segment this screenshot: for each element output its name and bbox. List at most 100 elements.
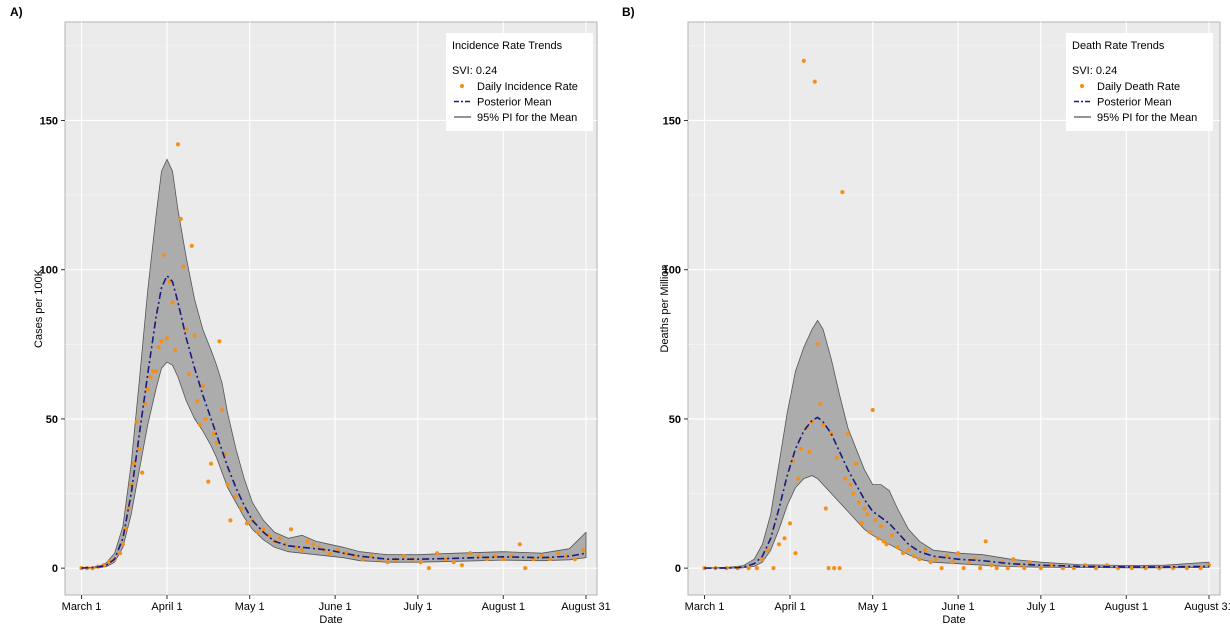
posterior-mean-line bbox=[81, 274, 587, 569]
y-axis-title: Deaths per Million bbox=[659, 264, 671, 352]
data-point bbox=[895, 545, 900, 550]
data-point bbox=[134, 419, 139, 424]
data-point bbox=[812, 79, 817, 84]
data-point bbox=[989, 563, 994, 568]
y-tick-label: 50 bbox=[669, 414, 681, 426]
data-point bbox=[862, 506, 867, 511]
data-point bbox=[435, 551, 440, 556]
data-point bbox=[865, 512, 870, 517]
y-axis-title: Cases per 100K bbox=[33, 268, 45, 348]
data-point bbox=[517, 542, 522, 547]
legend-entry-label: Posterior Mean bbox=[1097, 97, 1172, 109]
y-tick-label: 0 bbox=[52, 563, 58, 575]
y-tick-label: 150 bbox=[663, 115, 681, 127]
data-point bbox=[1005, 566, 1010, 571]
x-tick-label: August 31 bbox=[1184, 601, 1230, 613]
posterior-mean-line bbox=[704, 416, 1210, 569]
data-point bbox=[459, 563, 464, 568]
data-point bbox=[782, 536, 787, 541]
data-point bbox=[1011, 557, 1016, 562]
data-point bbox=[923, 548, 928, 553]
data-point bbox=[294, 545, 299, 550]
data-point bbox=[173, 348, 178, 353]
data-point bbox=[266, 533, 272, 538]
data-point bbox=[225, 482, 230, 487]
data-point bbox=[385, 560, 390, 565]
data-point bbox=[548, 557, 553, 562]
data-point bbox=[126, 506, 131, 511]
data-point bbox=[233, 494, 238, 499]
data-point bbox=[911, 554, 917, 559]
data-point bbox=[214, 440, 219, 445]
x-tick-label: May 1 bbox=[858, 601, 888, 613]
data-point bbox=[859, 521, 864, 526]
data-point bbox=[928, 560, 933, 565]
data-point bbox=[311, 542, 316, 547]
data-point bbox=[870, 407, 875, 413]
data-point bbox=[178, 216, 183, 222]
data-point bbox=[581, 548, 586, 553]
data-point bbox=[189, 243, 194, 248]
data-point bbox=[170, 300, 175, 305]
x-tick-label: August 1 bbox=[1105, 601, 1148, 613]
data-point bbox=[120, 542, 125, 547]
data-point bbox=[760, 557, 765, 562]
data-point bbox=[145, 387, 150, 392]
pi-band bbox=[81, 158, 587, 569]
x-tick-label: May 1 bbox=[235, 601, 265, 613]
data-point bbox=[967, 560, 972, 565]
legend-subtitle: SVI: 0.24 bbox=[452, 65, 497, 77]
data-point bbox=[556, 551, 561, 556]
data-point bbox=[360, 557, 365, 562]
data-point bbox=[746, 566, 751, 571]
legend-title: Death Rate Trends bbox=[1072, 40, 1165, 52]
legend-entry-label: Daily Death Rate bbox=[1097, 81, 1180, 93]
data-point bbox=[900, 551, 906, 556]
data-point bbox=[261, 527, 266, 532]
legend-box bbox=[446, 33, 593, 131]
data-point bbox=[211, 431, 216, 436]
data-point bbox=[876, 536, 881, 541]
data-point bbox=[217, 339, 222, 344]
data-point bbox=[1022, 566, 1027, 571]
y-tick-label: 0 bbox=[675, 563, 681, 575]
x-tick-label: June 1 bbox=[319, 601, 352, 613]
data-point bbox=[451, 560, 456, 565]
data-point bbox=[978, 566, 983, 571]
x-tick-label: August 1 bbox=[482, 601, 525, 613]
data-point bbox=[818, 401, 823, 407]
data-point bbox=[244, 521, 249, 526]
x-tick-label: July 1 bbox=[403, 601, 432, 613]
data-point bbox=[209, 461, 214, 466]
data-point bbox=[983, 539, 988, 544]
data-point bbox=[418, 560, 423, 565]
data-point bbox=[1129, 566, 1134, 571]
data-point bbox=[754, 566, 760, 571]
data-point bbox=[796, 476, 801, 481]
legend-entry-label: 95% PI for the Mean bbox=[1097, 112, 1197, 124]
data-point bbox=[164, 336, 170, 341]
data-point bbox=[192, 333, 197, 338]
data-point bbox=[572, 557, 578, 562]
legend-entry-label: Posterior Mean bbox=[477, 97, 552, 109]
data-point bbox=[137, 446, 142, 451]
data-point bbox=[300, 548, 305, 553]
data-point bbox=[793, 551, 798, 556]
data-point bbox=[368, 554, 374, 559]
chart-panel-b: B) 0 50 100 150 March 1 April 1 May 1 June 1 July… bbox=[622, 5, 1230, 626]
x-tick-label: August 31 bbox=[561, 601, 611, 613]
data-point bbox=[206, 479, 211, 484]
data-point bbox=[956, 551, 961, 556]
data-point bbox=[142, 401, 147, 407]
data-point bbox=[934, 557, 939, 562]
legend-subtitle: SVI: 0.24 bbox=[1072, 65, 1117, 77]
data-point bbox=[181, 264, 186, 269]
data-point bbox=[939, 566, 944, 571]
data-point bbox=[156, 345, 161, 350]
data-point bbox=[917, 557, 922, 562]
data-point bbox=[1038, 566, 1043, 571]
x-axis-title: Date bbox=[319, 614, 342, 626]
data-point bbox=[1027, 560, 1032, 565]
data-point bbox=[131, 461, 136, 466]
data-point bbox=[906, 548, 911, 553]
